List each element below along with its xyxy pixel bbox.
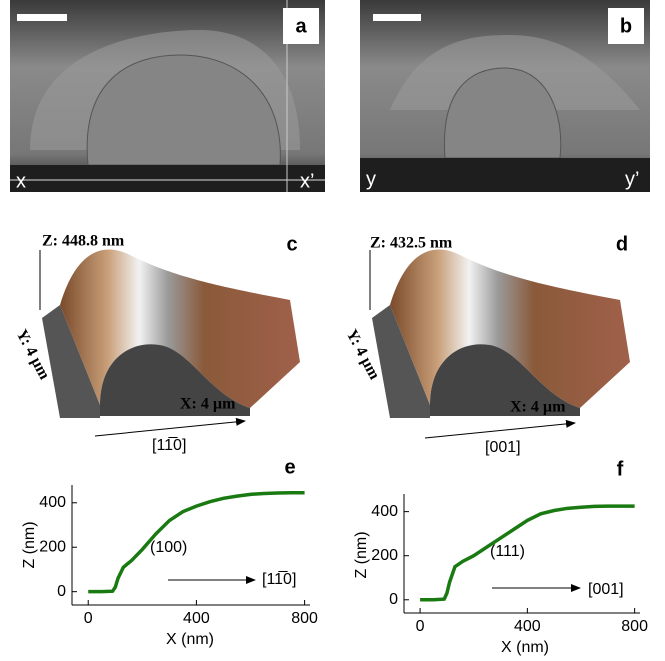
y-tick-label: 400	[39, 494, 66, 511]
y-axis-label: Z (nm)	[353, 531, 370, 578]
direction-arrow	[95, 421, 245, 436]
panel-label: f	[617, 458, 624, 480]
substrate	[360, 158, 650, 192]
x-tick-label: 800	[291, 610, 318, 627]
x-tick-label: 400	[183, 610, 210, 627]
panel-label: d	[616, 233, 628, 255]
section-mark: x’	[300, 170, 314, 192]
y-axis-label: Z (nm)	[21, 521, 38, 568]
x-label: X: 4 µm	[510, 399, 566, 416]
direction-arrow	[425, 423, 575, 438]
direction: [001]	[588, 581, 624, 598]
scale-bar	[373, 14, 421, 21]
scale-bar	[17, 14, 67, 21]
section-mark: y’	[625, 168, 639, 190]
x-axis-label: X (nm)	[501, 639, 549, 656]
annotation: (100)	[150, 539, 187, 556]
section-mark: y	[366, 168, 376, 190]
y-tick-label: 200	[371, 547, 398, 564]
figure: a x x’ b y y’ Z: 448.8 nm c Y: 4 µm X: 4…	[0, 0, 665, 661]
panel-label: e	[284, 456, 295, 478]
substrate	[10, 165, 325, 192]
panel-a: a x x’	[10, 0, 325, 192]
z-label: Z: 432.5 nm	[370, 235, 453, 252]
x-tick-label: 800	[621, 618, 648, 635]
panel-d: Z: 432.5 nm d Y: 4 µm X: 4 µm [001]	[343, 233, 630, 456]
y-tick-label: 400	[371, 503, 398, 520]
panel-label: b	[620, 15, 632, 37]
annotation: (111)	[490, 543, 525, 560]
x-axis-label: X (nm)	[166, 631, 214, 648]
panel-c: Z: 448.8 nm c Y: 4 µm X: 4 µm [11̅0]	[13, 233, 300, 455]
x-label: X: 4 µm	[180, 396, 236, 413]
y-tick-label: 0	[57, 583, 66, 600]
direction: [001]	[485, 439, 521, 456]
direction: [11̅0]	[152, 436, 186, 454]
panel-b: b y y’	[360, 0, 650, 192]
section-mark: x	[16, 170, 26, 192]
x-tick-label: 0	[416, 618, 425, 635]
z-label: Z: 448.8 nm	[42, 233, 125, 250]
direction: [11̅0]	[262, 570, 296, 588]
y-tick-label: 0	[389, 591, 398, 608]
panel-label: c	[286, 233, 297, 255]
x-tick-label: 0	[84, 610, 93, 627]
y-tick-label: 200	[39, 538, 66, 555]
panel-label: a	[295, 15, 307, 37]
x-tick-label: 400	[514, 618, 541, 635]
